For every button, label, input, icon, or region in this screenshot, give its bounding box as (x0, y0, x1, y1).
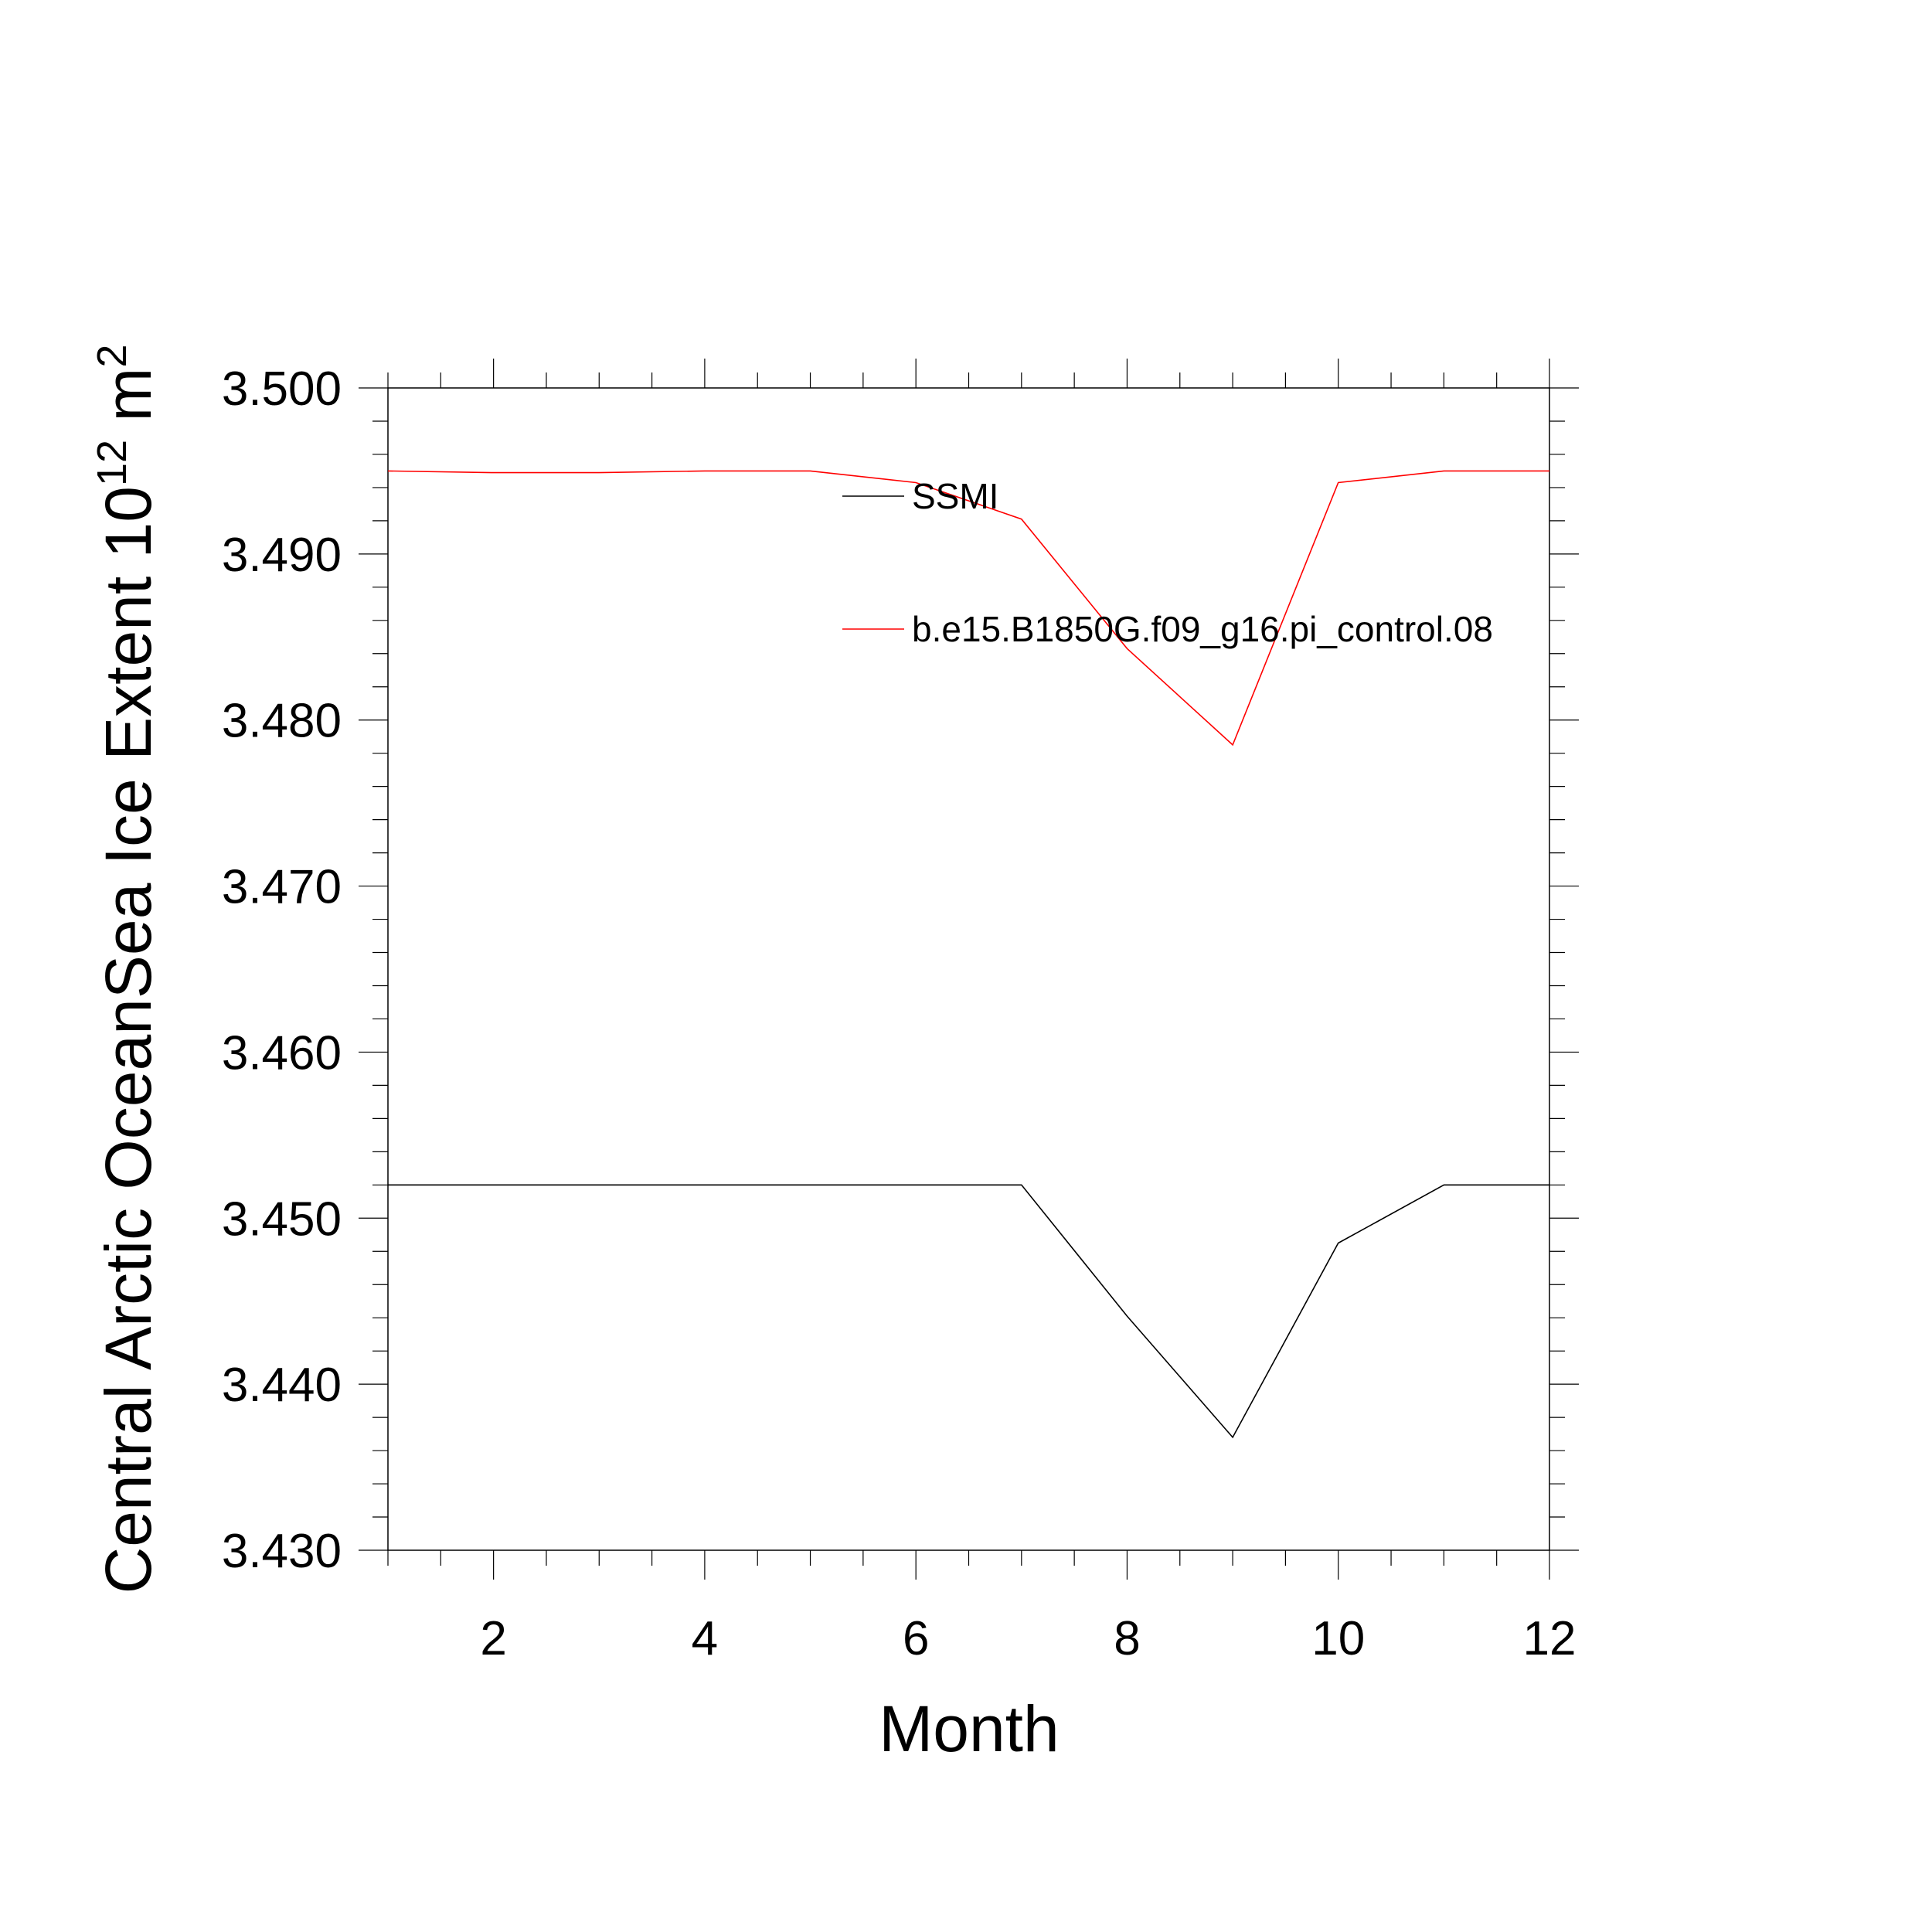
x-tick-label: 2 (480, 1612, 506, 1665)
legend: SSMI b.e15.B1850G.f09_g16.pi_control.08 (842, 476, 1493, 649)
axis-ticks (359, 359, 1579, 1580)
x-tick-labels: 2 4 6 8 10 12 (480, 1612, 1576, 1665)
y-tick-label: 3.490 (222, 529, 342, 582)
y-tick-labels: 3.430 3.440 3.450 3.460 3.470 3.480 3.490 3.500 (222, 362, 342, 1578)
series-line-ssmi (388, 1184, 1549, 1439)
y-axis-title: Central Arctic OceanSea Ice Extent 1012 … (89, 345, 165, 1594)
series-line-model (387, 470, 1549, 747)
x-tick-label: 4 (692, 1612, 718, 1665)
series-lines (387, 470, 1549, 1439)
x-tick-label: 10 (1311, 1612, 1365, 1665)
y-tick-label: 3.500 (222, 362, 342, 416)
y-tick-label: 3.440 (222, 1359, 342, 1412)
y-tick-label: 3.450 (222, 1192, 342, 1246)
y-axis-title-unit-exponent: 2 (89, 345, 135, 368)
x-tick-label: 6 (903, 1612, 929, 1665)
x-tick-label: 12 (1523, 1612, 1577, 1665)
y-axis-title-main: Central Arctic OceanSea Ice Extent 10 (92, 486, 165, 1594)
x-axis-title: Month (879, 1692, 1059, 1765)
legend-label-ssmi: SSMI (912, 476, 998, 516)
x-tick-label: 8 (1114, 1612, 1140, 1665)
plot-frame (387, 387, 1550, 1551)
legend-label-model: b.e15.B1850G.f09_g16.pi_control.08 (912, 609, 1493, 649)
y-axis-title-exponent: 12 (89, 440, 135, 486)
y-tick-label: 3.460 (222, 1026, 342, 1080)
y-tick-label: 3.430 (222, 1525, 342, 1578)
y-tick-label: 3.470 (222, 861, 342, 914)
y-tick-label: 3.480 (222, 695, 342, 748)
svg-text:Central Arctic OceanSea Ice Ex: Central Arctic OceanSea Ice Extent 1012 … (89, 345, 165, 1594)
y-axis-title-unit: m (92, 368, 165, 440)
